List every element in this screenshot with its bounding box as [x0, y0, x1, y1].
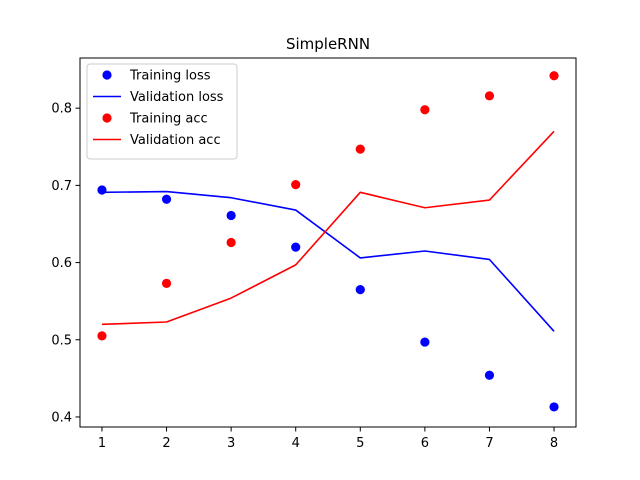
legend-swatch-training-loss	[102, 70, 112, 80]
data-point-training-loss	[549, 402, 559, 412]
x-tick-label: 6	[421, 436, 429, 451]
x-tick-label: 5	[356, 436, 364, 451]
legend-label-validation-loss: Validation loss	[130, 90, 224, 105]
x-tick-label: 7	[485, 436, 493, 451]
data-point-training-loss	[161, 194, 172, 204]
y-tick-label: 0.5	[51, 333, 72, 348]
x-tick-label: 8	[550, 436, 558, 451]
plot-frame	[79, 57, 577, 428]
data-point-training-loss	[97, 185, 107, 195]
series-line-validation-acc	[101, 130, 555, 326]
data-point-training-acc	[420, 105, 430, 115]
x-tick-label: 4	[292, 436, 300, 451]
x-tick-label: 3	[227, 436, 235, 451]
x-tick-label: 1	[98, 436, 106, 451]
data-point-training-acc	[291, 180, 301, 190]
y-tick-label: 0.8	[51, 102, 72, 117]
data-point-training-loss	[291, 242, 301, 252]
series-line-validation-loss	[101, 190, 555, 332]
y-axis: 0.4 0.5 0.6 0.7 0.8	[51, 102, 80, 425]
chart-title: SimpleRNN	[286, 35, 370, 53]
data-point-training-loss	[484, 370, 495, 380]
y-tick-label: 0.4	[51, 410, 72, 425]
data-point-training-acc	[161, 278, 172, 289]
data-point-training-acc	[484, 91, 495, 101]
series-marks	[97, 71, 559, 412]
x-axis: 1 2 3 4 5 6 7 8	[98, 427, 558, 451]
y-tick-label: 0.7	[51, 179, 72, 194]
legend-label-training-loss: Training loss	[129, 69, 211, 84]
legend: Training loss Validation loss Training acc…	[86, 63, 238, 160]
data-point-training-acc	[97, 331, 107, 341]
data-point-training-acc	[226, 237, 236, 248]
data-point-training-loss	[355, 284, 365, 295]
x-tick-label: 2	[162, 436, 170, 451]
legend-label-training-acc: Training acc	[129, 112, 208, 127]
y-tick-label: 0.6	[51, 256, 72, 271]
data-point-training-acc	[549, 71, 559, 81]
legend-box	[86, 63, 238, 160]
legend-swatch-training-acc	[102, 113, 112, 123]
data-point-training-loss	[420, 337, 430, 347]
data-point-training-loss	[226, 210, 236, 221]
data-point-training-acc	[355, 144, 365, 154]
legend-label-validation-acc: Validation acc	[130, 133, 221, 148]
